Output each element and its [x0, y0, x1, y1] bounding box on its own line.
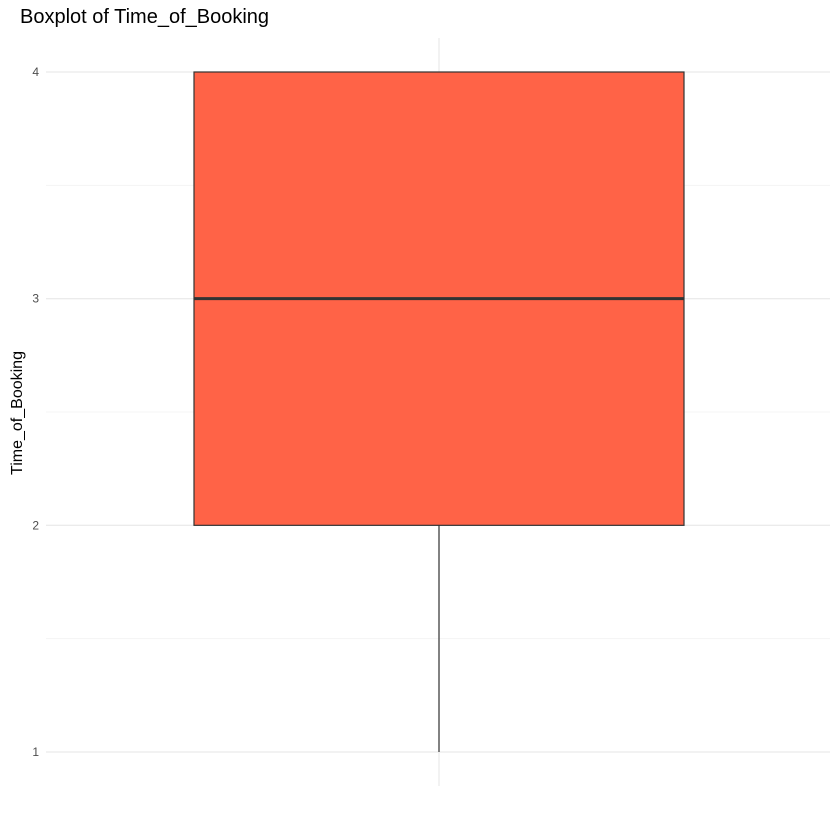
boxplot	[193, 71, 685, 752]
y-tick-label: 4	[32, 65, 39, 79]
y-tick-label: 2	[32, 518, 39, 532]
y-axis-ticks: 1 2 3 4	[32, 65, 39, 759]
y-tick-label: 1	[32, 745, 39, 759]
chart-title: Boxplot of Time_of_Booking	[20, 6, 269, 28]
y-tick-label: 3	[32, 292, 39, 306]
y-axis-label: Time_of_Booking	[9, 351, 26, 475]
